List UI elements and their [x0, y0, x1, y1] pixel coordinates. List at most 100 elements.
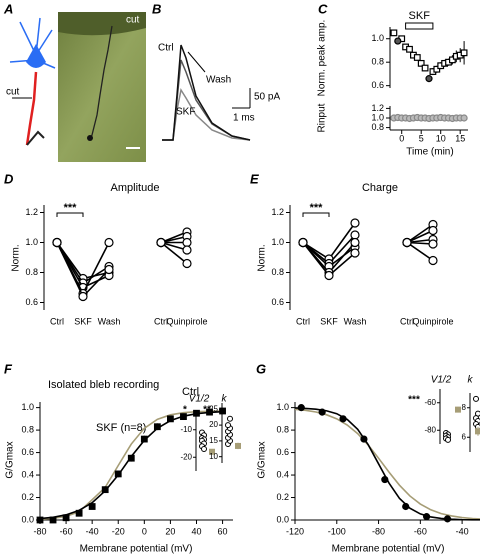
significance-label: ***	[64, 202, 78, 214]
data-point	[350, 218, 360, 228]
y-tick-label: 15	[209, 436, 218, 445]
data-point	[360, 435, 368, 443]
data-point	[167, 415, 174, 423]
x-tick-label: 5	[419, 133, 424, 143]
y-tick-label: 0.6	[276, 447, 289, 457]
x-tick-label: -80	[372, 526, 385, 536]
panel-label: D	[4, 171, 14, 186]
x-axis-label: Membrane potential (mV)	[332, 544, 445, 555]
x-tick-label: 10	[436, 133, 446, 143]
x-tick-label: -60	[414, 526, 427, 536]
x-tick-label: -40	[86, 526, 99, 536]
data-point	[298, 237, 308, 248]
series-line	[406, 229, 434, 244]
y-axis-label: Norm. peak amp.	[317, 20, 328, 97]
data-point	[406, 45, 413, 53]
neuron-drawing	[9, 17, 56, 146]
y-tick-label: 1.0	[371, 112, 384, 122]
data-point	[425, 75, 433, 83]
y-tick-label: 6	[462, 432, 467, 441]
y-tick-label: 0.0	[21, 514, 34, 524]
y-tick-label: 0.8	[371, 57, 384, 67]
data-point	[140, 435, 148, 443]
data-point	[423, 513, 431, 521]
series-line	[39, 410, 223, 521]
data-point	[219, 407, 226, 415]
y-tick-label: 1.0	[271, 237, 284, 247]
data-point	[318, 408, 326, 416]
inset-title: k	[468, 375, 474, 386]
x-tick-label: SKF	[74, 316, 92, 326]
scale-label: 50 pA	[254, 92, 280, 103]
data-point	[460, 114, 468, 122]
data-point	[193, 409, 200, 417]
data-point	[473, 395, 479, 402]
y-tick-label: -80	[424, 425, 436, 434]
series-line	[406, 241, 434, 262]
significance-label: ***	[408, 395, 420, 406]
chart-title: Amplitude	[111, 182, 160, 194]
data-point	[339, 415, 347, 423]
data-point	[49, 516, 57, 524]
x-tick-label: 0	[142, 526, 147, 536]
data-point	[127, 454, 135, 462]
data-point	[52, 237, 62, 248]
mean-marker	[209, 448, 215, 455]
data-point	[153, 423, 161, 431]
inset-title: k	[222, 394, 228, 405]
mean-marker	[235, 442, 241, 449]
treatment-label: SKF	[409, 10, 431, 22]
y-tick-label: 1.0	[21, 402, 34, 412]
panel-label: B	[152, 1, 161, 16]
x-tick-label: Ctrl	[50, 316, 64, 326]
data-point	[101, 486, 109, 494]
y-tick-label: 0.2	[276, 492, 289, 502]
y-axis-label: G/Gmax	[257, 441, 268, 478]
annotation: Ctrl	[182, 386, 199, 398]
x-tick-label: Quinpirole	[166, 316, 207, 326]
annotation: Isolated bleb recording	[48, 379, 159, 391]
x-tick-label: Wash	[98, 316, 121, 326]
y-tick-label: 1.0	[276, 402, 289, 412]
y-tick-label: 0.8	[271, 267, 284, 277]
y-tick-label: 0.8	[276, 424, 289, 434]
data-point	[433, 65, 441, 73]
significance-label: ***	[310, 202, 324, 214]
data-point	[449, 56, 456, 64]
x-tick-label: 15	[455, 133, 465, 143]
data-point	[104, 237, 114, 248]
y-tick-label: 1.2	[371, 103, 384, 113]
x-tick-label: Ctrl	[154, 316, 168, 326]
data-point	[297, 404, 305, 412]
data-point	[206, 408, 213, 416]
y-tick-label: 0.6	[371, 80, 384, 90]
y-tick-label: 0.2	[21, 492, 34, 502]
y-tick-label: 0.0	[276, 514, 289, 524]
data-point	[182, 245, 192, 255]
panel-label: C	[318, 1, 328, 16]
data-point	[180, 413, 187, 421]
x-axis-label: Time (min)	[406, 147, 453, 158]
x-tick-label: Wash	[344, 316, 367, 326]
y-tick-label: 0.4	[21, 469, 34, 479]
x-tick-label: 40	[191, 526, 201, 536]
data-point	[182, 258, 192, 269]
x-tick-label: Ctrl	[296, 316, 310, 326]
data-point	[417, 59, 425, 67]
y-tick-label: -60	[424, 398, 436, 407]
y-tick-label: 0.8	[21, 424, 34, 434]
data-point	[394, 37, 402, 45]
chart-title: Charge	[362, 182, 398, 194]
data-point	[428, 225, 438, 236]
x-tick-label: 20	[165, 526, 175, 536]
x-tick-label: -120	[286, 526, 304, 536]
current-traces	[162, 44, 251, 141]
y-tick-label: 25	[209, 404, 218, 413]
cut-label: cut	[126, 15, 140, 26]
y-tick-label: 0.4	[276, 469, 289, 479]
treatment-bar	[405, 22, 434, 30]
y-tick-label: 0.8	[371, 122, 384, 132]
y-axis-label: Norm.	[257, 244, 268, 271]
x-tick-label: SKF	[320, 316, 338, 326]
y-tick-label: -10	[180, 425, 192, 434]
